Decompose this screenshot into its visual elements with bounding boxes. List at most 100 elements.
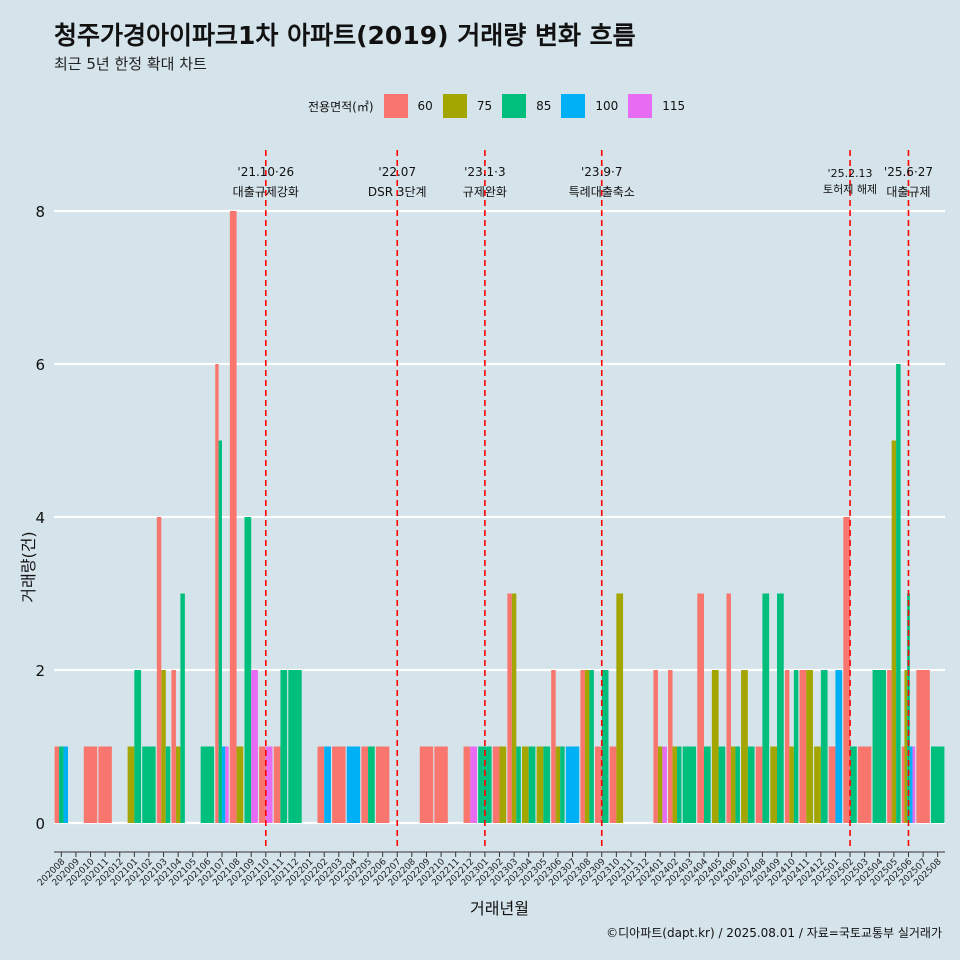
bar-202106-85 bbox=[200, 746, 215, 823]
bar-202504-85 bbox=[872, 670, 886, 823]
bar-202412-75 bbox=[814, 746, 821, 823]
chart-subtitle: 최근 5년 한정 확대 차트 bbox=[54, 55, 207, 73]
bar-202303-75 bbox=[511, 593, 517, 823]
bar-202112-85 bbox=[288, 670, 302, 823]
bar-202303-60 bbox=[507, 593, 512, 823]
bar-202506-115 bbox=[912, 746, 916, 823]
bar-202411-60 bbox=[799, 670, 807, 823]
bar-202011-60 bbox=[98, 746, 112, 823]
bar-202502-60 bbox=[843, 517, 851, 823]
bar-202101-85 bbox=[134, 670, 142, 823]
bar-202103-60 bbox=[156, 517, 162, 823]
bar-202506-85 bbox=[907, 593, 910, 823]
bar-202305-75 bbox=[536, 746, 544, 823]
legend-item-100: 100 bbox=[561, 94, 618, 118]
bar-202104-75 bbox=[175, 746, 181, 823]
bar-202008-85 bbox=[59, 746, 64, 823]
bar-202505-75 bbox=[891, 440, 897, 823]
event-date-2: '23.1·3 bbox=[464, 165, 505, 179]
bar-202308-60 bbox=[580, 670, 585, 823]
bar-202508-85 bbox=[930, 746, 945, 823]
legend-label-85: 85 bbox=[536, 99, 552, 113]
source-caption: ©디아파트(dapt.kr) / 2025.08.01 / 자료=국토교통부 실… bbox=[606, 926, 942, 940]
bar-202505-85 bbox=[896, 364, 901, 823]
bar-202501-100 bbox=[835, 670, 843, 823]
bar-202212-115 bbox=[470, 746, 478, 823]
bar-202109-115 bbox=[251, 670, 258, 823]
bar-202205-60 bbox=[361, 746, 369, 823]
bar-202404-60 bbox=[697, 593, 704, 823]
bar-202401-60 bbox=[653, 670, 658, 823]
bar-202212-60 bbox=[463, 746, 471, 823]
bar-202202-60 bbox=[317, 746, 325, 823]
bar-202402-75 bbox=[672, 746, 678, 823]
bar-202506-75 bbox=[904, 670, 908, 823]
bar-202302-60 bbox=[492, 746, 500, 823]
legend-swatch-75 bbox=[442, 94, 467, 118]
bar-202403-85 bbox=[682, 746, 697, 823]
bar-202406-75 bbox=[730, 746, 736, 823]
bar-202104-85 bbox=[180, 593, 185, 823]
event-date-3: '23.9·7 bbox=[581, 165, 622, 179]
bar-202308-85 bbox=[589, 670, 594, 823]
bar-202111-60 bbox=[273, 746, 281, 823]
bar-202008-60 bbox=[54, 746, 60, 823]
bar-202506-100 bbox=[909, 746, 913, 823]
bar-202406-60 bbox=[726, 593, 731, 823]
bar-202104-60 bbox=[171, 670, 176, 823]
bar-202308-75 bbox=[584, 670, 590, 823]
bar-202405-85 bbox=[718, 746, 726, 823]
bar-202402-85 bbox=[677, 746, 682, 823]
bar-202507-60 bbox=[916, 670, 930, 823]
bar-202306-60 bbox=[551, 670, 556, 823]
bar-202401-75 bbox=[657, 746, 663, 823]
bar-202304-85 bbox=[528, 746, 536, 823]
event-label-1: DSR 3단계 bbox=[368, 185, 427, 199]
legend-item-115: 115 bbox=[628, 94, 685, 118]
bar-202110-115 bbox=[265, 746, 273, 823]
bar-202111-85 bbox=[280, 670, 288, 823]
legend-label-60: 60 bbox=[417, 99, 433, 113]
bar-202209-60 bbox=[419, 746, 434, 823]
legend-swatch-115 bbox=[628, 94, 653, 118]
legend-swatch-60 bbox=[383, 94, 408, 118]
bar-202304-75 bbox=[521, 746, 529, 823]
bar-202408-60 bbox=[755, 746, 763, 823]
legend-item-60: 60 bbox=[383, 94, 433, 118]
bar-202310-75 bbox=[616, 593, 624, 823]
bar-202410-60 bbox=[784, 670, 790, 823]
bar-202203-60 bbox=[332, 746, 346, 823]
bar-202010-60 bbox=[83, 746, 98, 823]
bar-202402-60 bbox=[668, 670, 673, 823]
bar-202307-100 bbox=[565, 746, 580, 823]
bar-202107-85 bbox=[218, 440, 222, 823]
bar-202412-85 bbox=[820, 670, 828, 823]
bar-202310-60 bbox=[609, 746, 617, 823]
bar-202205-85 bbox=[368, 746, 375, 823]
event-label-5: 대출규제 bbox=[886, 185, 930, 199]
legend: 전용면적(㎡) 60 75 85 100 115 bbox=[308, 94, 695, 118]
event-date-1: '22.07 bbox=[378, 165, 416, 179]
bar-202410-85 bbox=[793, 670, 799, 823]
bar-202202-100 bbox=[324, 746, 331, 823]
bar-202409-75 bbox=[770, 746, 778, 823]
y-tick-label-4: 4 bbox=[35, 509, 45, 527]
bar-202103-85 bbox=[165, 746, 171, 823]
event-label-3: 특례대출축소 bbox=[569, 185, 635, 199]
bar-202405-75 bbox=[711, 670, 719, 823]
bar-202210-60 bbox=[434, 746, 448, 823]
event-date-0: '21.10·26 bbox=[237, 165, 294, 179]
bar-202401-115 bbox=[662, 746, 667, 823]
bar-202108-60 bbox=[229, 211, 237, 823]
legend-label-100: 100 bbox=[595, 99, 619, 113]
legend-label-115: 115 bbox=[662, 99, 686, 113]
y-tick-label-8: 8 bbox=[35, 203, 45, 221]
y-tick-label-2: 2 bbox=[35, 662, 45, 680]
y-tick-label-6: 6 bbox=[35, 356, 45, 374]
event-date-4: '25.2.13 bbox=[828, 167, 873, 180]
bar-202410-75 bbox=[789, 746, 794, 823]
bar-202102-85 bbox=[142, 746, 156, 823]
event-label-2: 규제완화 bbox=[463, 185, 507, 199]
bar-202204-100 bbox=[346, 746, 361, 823]
legend-swatch-100 bbox=[561, 94, 586, 118]
